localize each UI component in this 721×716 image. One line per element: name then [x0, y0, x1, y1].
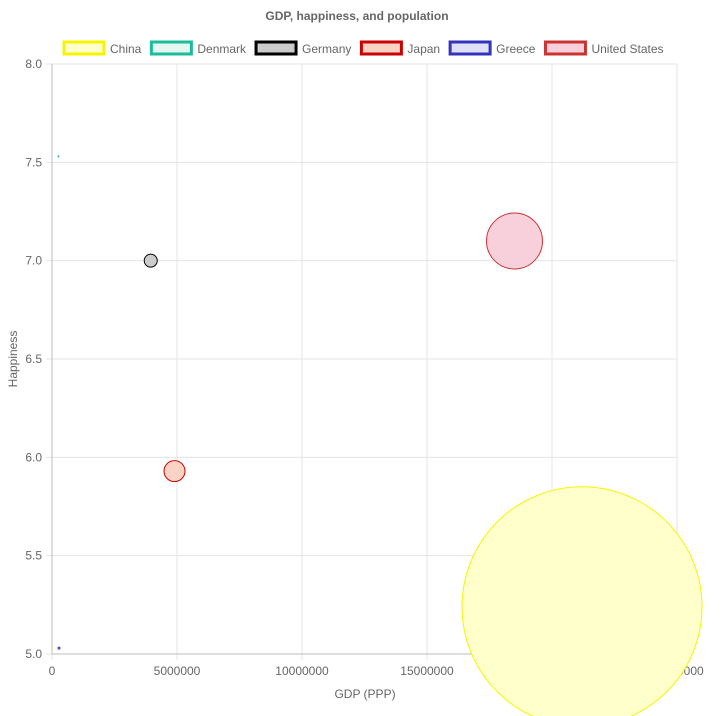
y-tick-label: 6.5	[25, 352, 42, 366]
bubble-denmark	[57, 155, 60, 158]
y-tick-label: 6.0	[25, 450, 42, 464]
y-tick-label: 5.5	[25, 549, 42, 563]
x-axis-title: GDP (PPP)	[334, 687, 395, 701]
bubble-greece	[57, 646, 61, 650]
bubbles	[57, 155, 703, 716]
y-tick-label: 8.0	[25, 57, 42, 71]
legend-swatch-japan	[359, 40, 403, 56]
chart-title: GDP, happiness, and population	[265, 9, 448, 23]
x-tick-label: 5000000	[154, 664, 201, 678]
legend-label-united-states: United States	[591, 42, 663, 56]
legend-label-china: China	[110, 42, 142, 56]
y-tick-label: 7.0	[25, 254, 42, 268]
legend: China Denmark Germany Japan Greece United Sta…	[62, 40, 664, 56]
y-tick-label: 7.5	[25, 155, 42, 169]
legend-swatch-denmark	[149, 40, 193, 56]
legend-label-greece: Greece	[496, 42, 536, 56]
legend-label-germany: Germany	[302, 42, 351, 56]
bubble-united-states	[486, 212, 543, 270]
x-tick-label: 10000000	[275, 664, 329, 678]
y-axis-title: Happiness	[6, 331, 20, 388]
legend-label-denmark: Denmark	[197, 42, 247, 56]
legend-label-japan: Japan	[407, 42, 440, 56]
x-tick-label: 15000000	[400, 664, 454, 678]
axes: 0500000010000000150000002000000025000000…	[25, 57, 704, 678]
y-tick-label: 5.0	[25, 647, 42, 661]
x-tick-label: 0	[49, 664, 56, 678]
bubble-china	[461, 486, 703, 716]
bubble-japan	[163, 460, 186, 483]
legend-swatch-greece	[448, 40, 492, 56]
legend-swatch-china	[62, 40, 106, 56]
legend-swatch-germany	[254, 40, 298, 56]
bubble-germany	[143, 253, 158, 268]
legend-swatch-united-states	[543, 40, 587, 56]
